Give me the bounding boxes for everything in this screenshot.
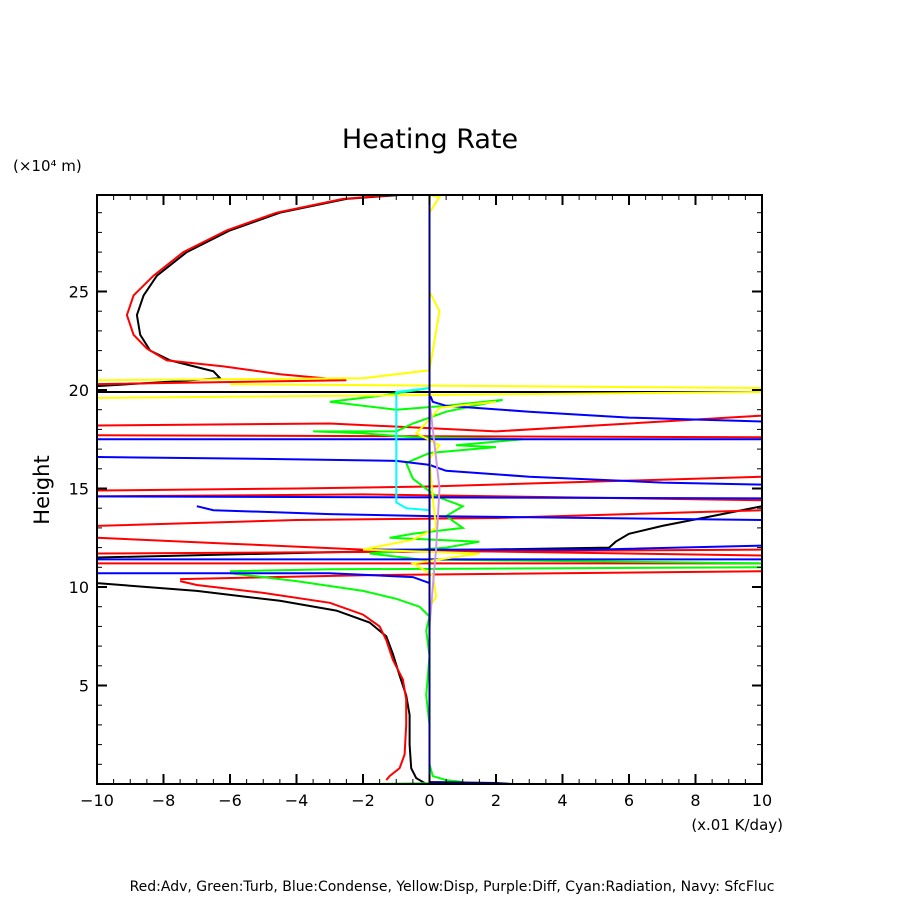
x-tick-label: 10	[752, 791, 772, 810]
x-tick-label: −6	[218, 791, 242, 810]
series-line-turb-low	[229, 572, 463, 783]
series-line-disp-mid	[362, 400, 497, 608]
x-tick-label: −4	[285, 791, 309, 810]
y-tick-label: 25	[69, 283, 89, 302]
x-tick-label: 0	[424, 791, 434, 810]
series-line-adv-bands	[96, 414, 763, 433]
y-axis-label: Height	[30, 455, 54, 524]
x-tick-label: −8	[152, 791, 176, 810]
series-line-total	[96, 194, 400, 388]
x-tick-label: −10	[80, 791, 114, 810]
x-tick-label: −2	[351, 791, 375, 810]
series-line-disp-b2	[229, 383, 763, 389]
series-line-adv-low	[179, 580, 408, 781]
x-tick-label: 8	[690, 791, 700, 810]
ticks-layer: −10 −8 −6 −4 −2 0 2 4 6 8 10 5 10 15 20 25	[69, 195, 772, 810]
series-line-condense	[428, 393, 763, 423]
x-tick-label: 2	[491, 791, 501, 810]
series-line-radiation	[395, 387, 430, 512]
series-line-total-low	[96, 582, 427, 785]
legend-text: Red:Adv, Green:Turb, Blue:Condense, Yell…	[130, 879, 775, 895]
x-unit-label: (x.01 K/day)	[691, 816, 783, 834]
series-line-adv-b5	[96, 509, 763, 527]
series-line-condense-b8	[97, 572, 430, 585]
y-tick-label: 10	[69, 578, 89, 597]
series-line-turb-b2	[229, 566, 763, 573]
x-tick-label: 4	[557, 791, 567, 810]
y-tick-label: 20	[69, 381, 89, 400]
y-tick-label: 15	[69, 480, 89, 499]
chart-title: Heating Rate	[342, 124, 518, 155]
series-line-adv-b6	[96, 536, 763, 557]
series-layer	[96, 194, 763, 785]
series-line-condense-b6	[363, 544, 763, 551]
series-line-disp	[96, 194, 442, 382]
series-line-turb	[313, 387, 763, 565]
x-tick-label: 6	[624, 791, 634, 810]
y-unit-label: (×10⁴ m)	[13, 157, 82, 175]
series-line-sfcfluc	[428, 195, 513, 785]
series-line-condense-b4	[196, 505, 763, 521]
y-tick-label: 5	[79, 677, 89, 696]
series-line-adv	[96, 194, 393, 386]
series-line-adv-b3	[96, 475, 763, 492]
